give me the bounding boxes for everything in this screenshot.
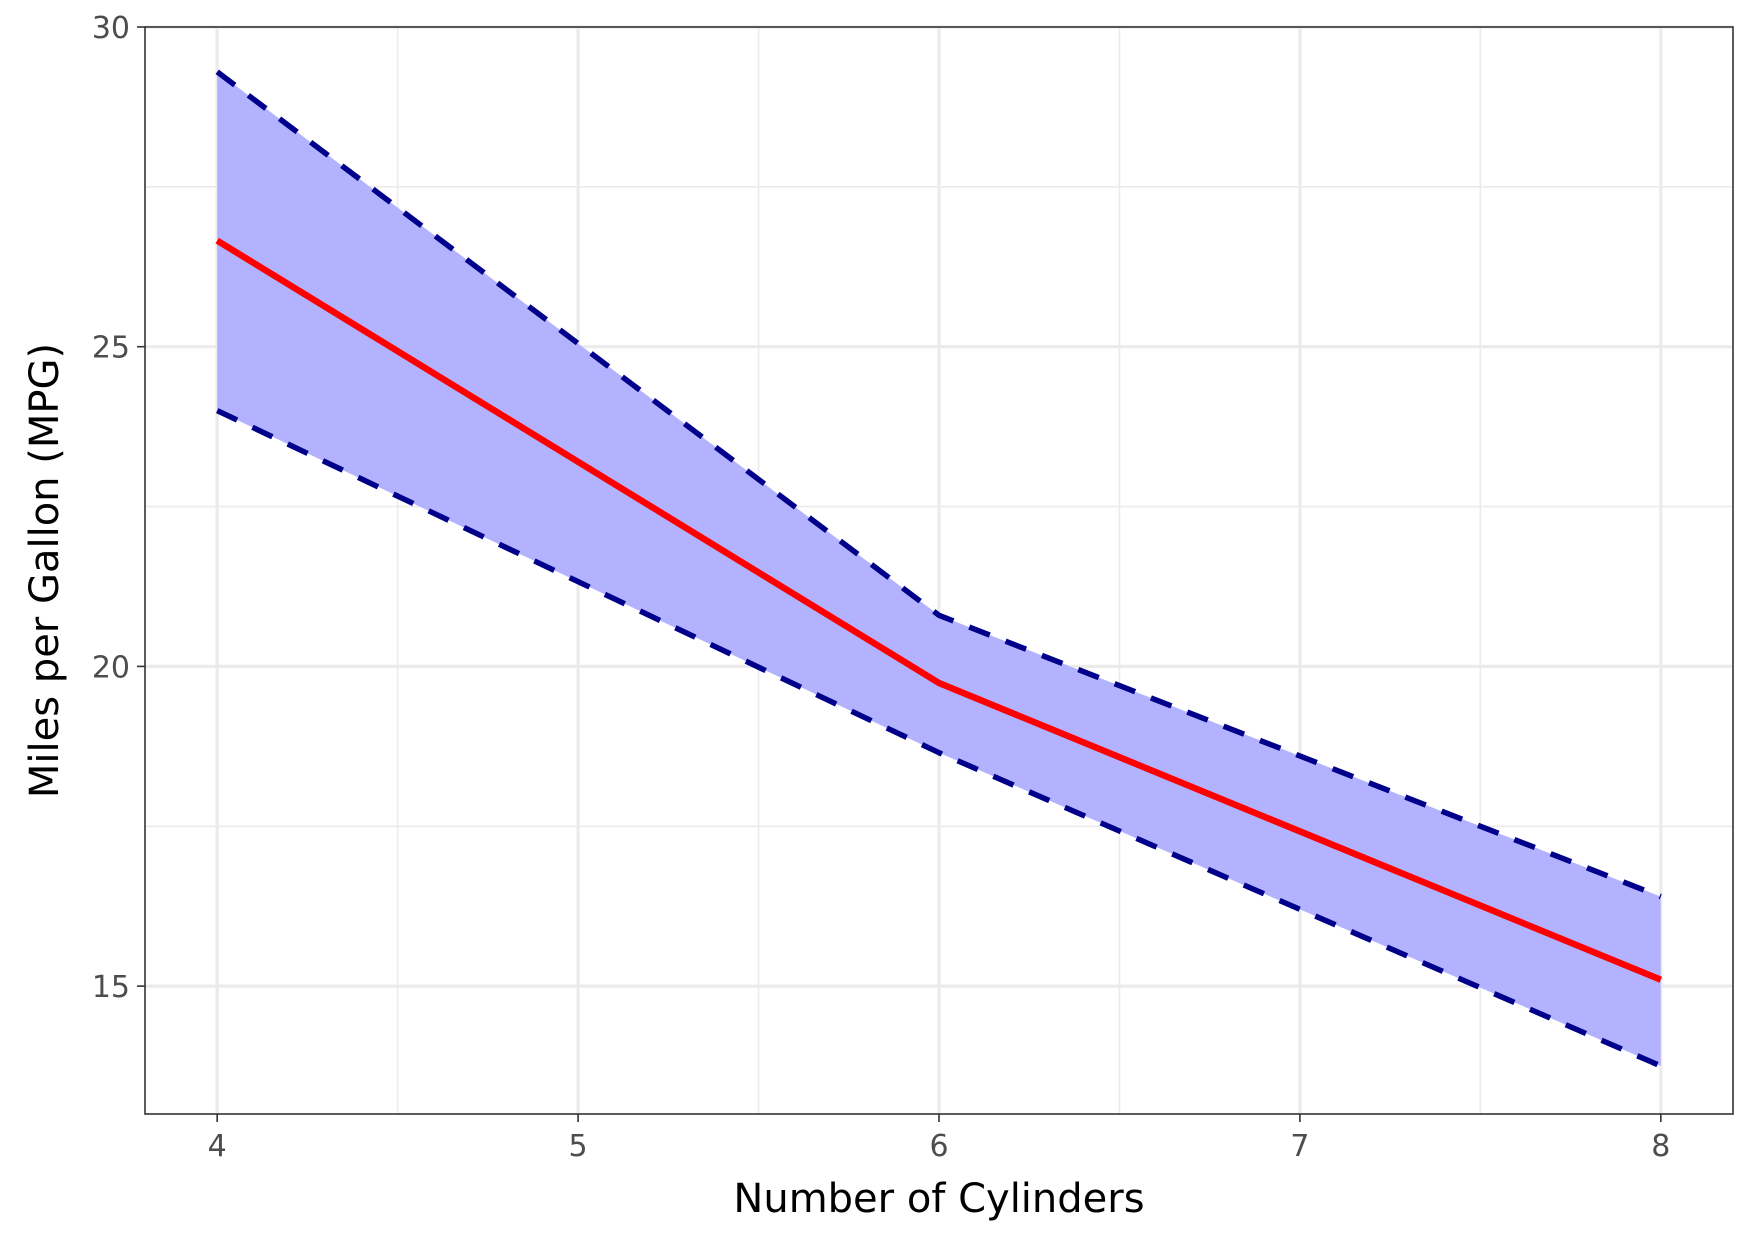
x-tick-label: 8	[1651, 1129, 1670, 1164]
confidence-ribbon	[217, 71, 1661, 1067]
upper-bound-line	[215, 69, 1662, 900]
y-tick-label: 25	[92, 331, 130, 366]
y-tick-label: 15	[92, 970, 130, 1005]
x-axis-ticks: 4 5 6 7 8	[208, 1114, 1670, 1164]
y-axis-title: Miles per Gallon (MPG)	[22, 343, 68, 798]
x-tick-label: 5	[569, 1129, 588, 1164]
y-tick-label: 30	[92, 11, 130, 46]
x-tick-label: 4	[208, 1129, 227, 1164]
confidence-ribbon-layer	[217, 71, 1661, 1067]
lower-bound-line	[216, 408, 1662, 1069]
x-tick-label: 6	[929, 1129, 948, 1164]
x-axis-title: Number of Cylinders	[733, 1176, 1144, 1222]
series-lines-layer	[215, 69, 1663, 1069]
fit-line	[215, 237, 1663, 983]
y-axis-ticks: 15 20 25 30	[92, 11, 145, 1005]
y-tick-label: 20	[92, 650, 130, 685]
x-tick-label: 7	[1290, 1129, 1309, 1164]
